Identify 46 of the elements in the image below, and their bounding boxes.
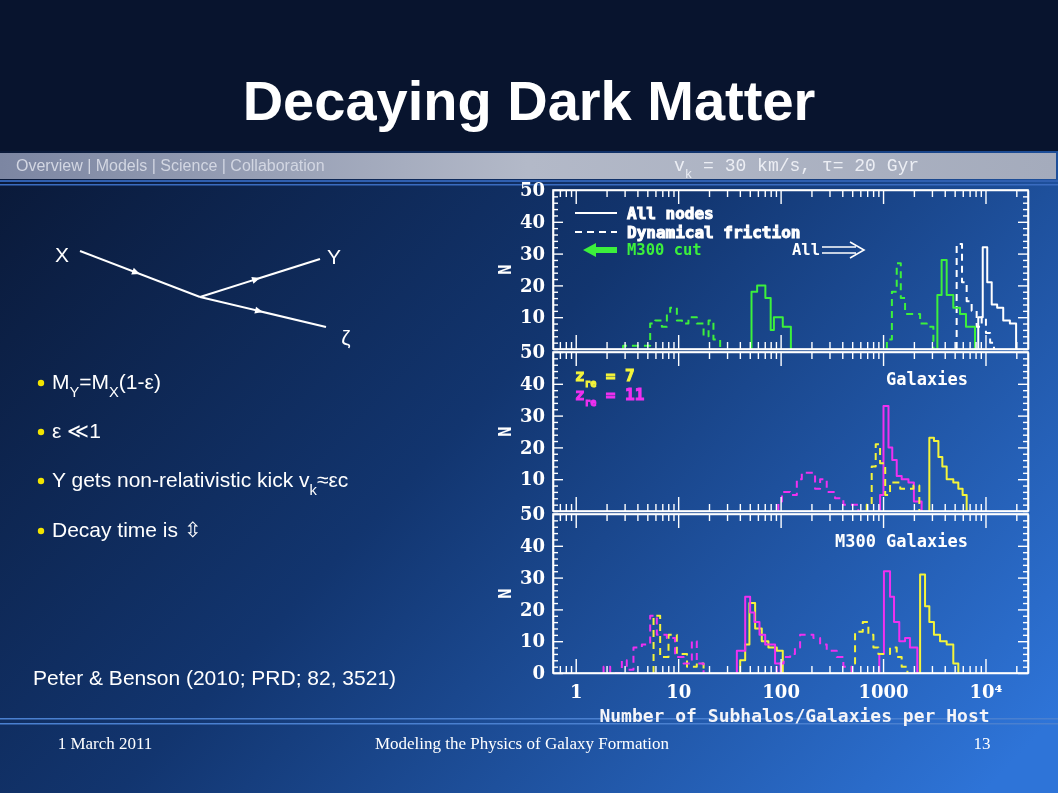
y-tick-label: 50 xyxy=(519,179,545,201)
legend-label: All nodes xyxy=(627,203,714,223)
text: Overview | Models | Science | Collaboration xyxy=(16,157,325,174)
text: M300 Galaxies xyxy=(834,531,968,551)
y-tick-label: 20 xyxy=(519,274,545,296)
x-tick-label: 100 xyxy=(762,680,800,702)
y-tick-label: 30 xyxy=(519,566,545,588)
text: X xyxy=(54,243,70,266)
x-tick-label: 10 xyxy=(666,680,692,702)
x-tick-label: 1000 xyxy=(858,680,909,702)
y-tick-label: 50 xyxy=(519,341,545,363)
x-tick-label: 1 xyxy=(569,680,583,702)
text: Y xyxy=(326,245,342,268)
y-axis-title: N xyxy=(495,426,515,437)
text: z$_{re}$ = 7 xyxy=(575,365,635,389)
text: Modeling the Physics of Galaxy Formation xyxy=(374,734,670,753)
y-tick-label: 40 xyxy=(519,211,545,233)
y-tick-label: 10 xyxy=(519,630,545,652)
legend-label: Dynamical friction xyxy=(627,222,801,242)
text: ζ xyxy=(341,326,351,349)
y-tick-label: 20 xyxy=(519,436,545,458)
text: Galaxies xyxy=(886,369,968,389)
text: ε ≪1 xyxy=(52,419,101,442)
y-tick-label: 0 xyxy=(532,662,545,684)
y-tick-label: 50 xyxy=(519,503,545,525)
annotation: M300 cut xyxy=(627,241,702,260)
y-tick-label: 40 xyxy=(519,535,545,557)
y-tick-label: 10 xyxy=(519,306,545,328)
annotation: All xyxy=(792,241,820,260)
y-axis-title: N xyxy=(495,264,515,275)
text: Peter & Benson (2010; PRD; 82, 3521) xyxy=(33,666,397,689)
text: Decaying Dark Matter xyxy=(242,69,816,132)
text: M$_{Y}$=M$_{X}$(1-ε) xyxy=(52,370,161,400)
text: 1 March 2011 xyxy=(57,734,153,753)
text: Y gets non-relativistic kick v$_{k}$≈εc xyxy=(52,468,349,498)
y-tick-label: 30 xyxy=(519,404,545,426)
chart-title: v$_{k}$ = 30 km/s, τ= 20 Gyr xyxy=(673,156,920,182)
text: 13 xyxy=(973,734,991,753)
y-axis-title: N xyxy=(495,588,515,599)
y-tick-label: 30 xyxy=(519,242,545,264)
x-tick-label: 10⁴ xyxy=(969,680,1003,702)
y-tick-label: 20 xyxy=(519,598,545,620)
x-axis-title: Number of Subhalos/Galaxies per Host xyxy=(599,705,990,726)
y-tick-label: 40 xyxy=(519,373,545,395)
text: Decay time is ⇳ xyxy=(52,518,202,541)
y-tick-label: 10 xyxy=(519,468,545,490)
